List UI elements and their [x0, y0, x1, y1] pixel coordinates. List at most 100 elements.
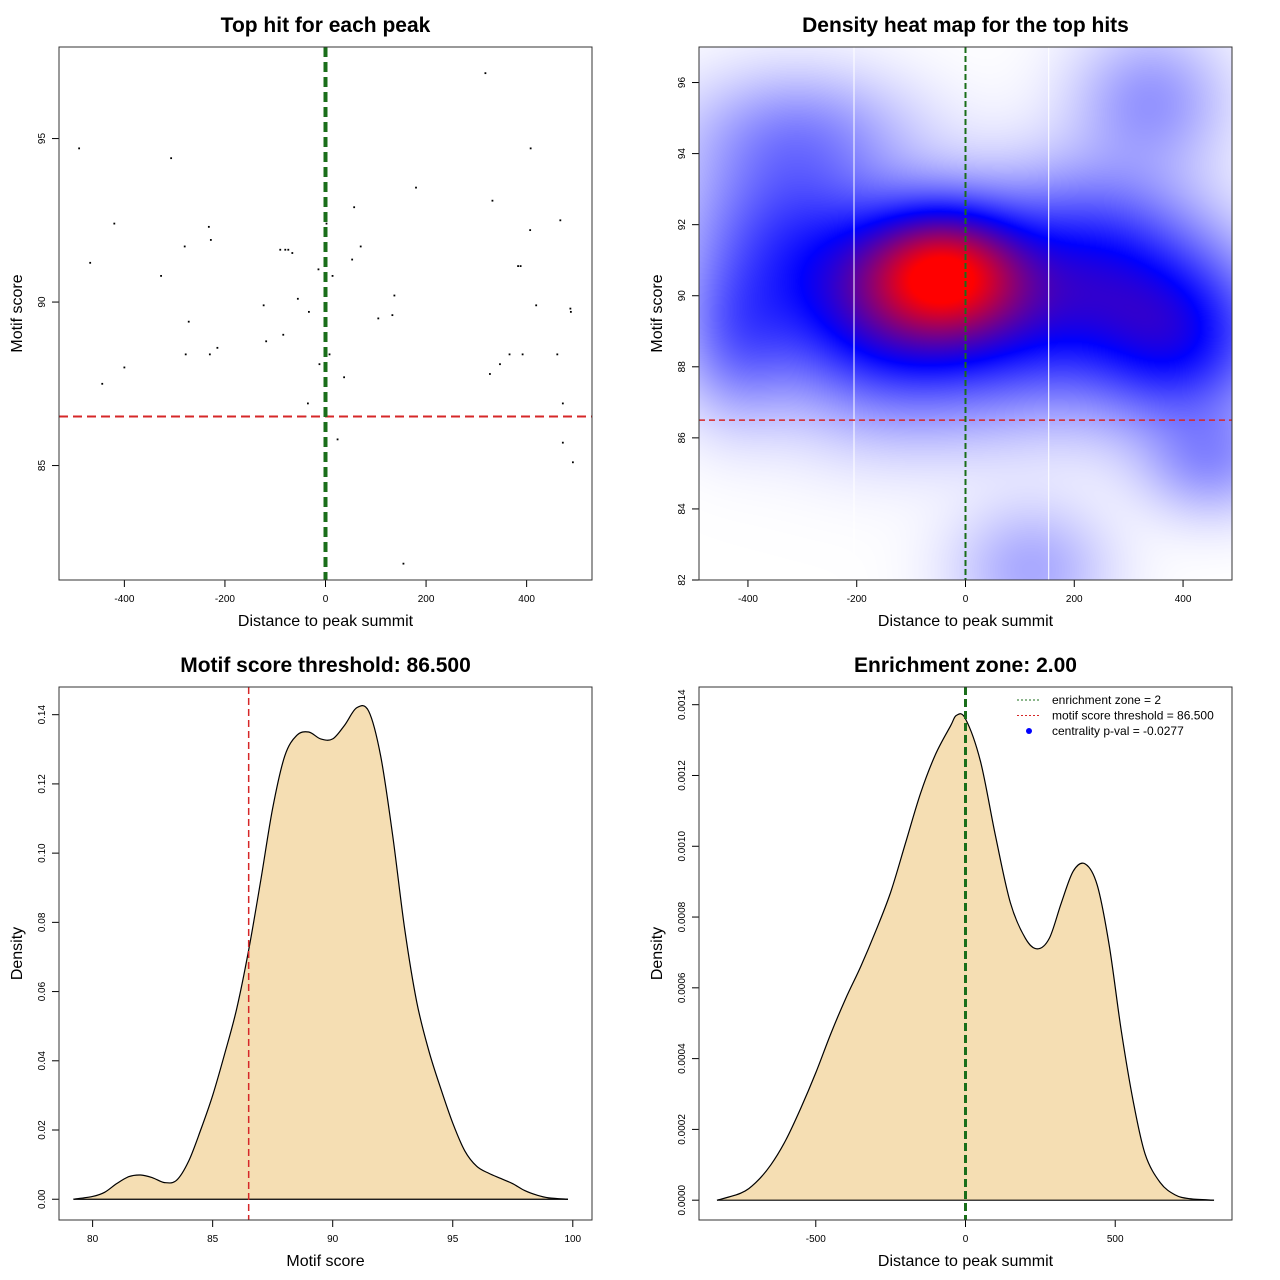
x-tick-label: 0 [963, 1234, 969, 1245]
plot-frame [698, 686, 1233, 1221]
chart-svg: Top hit for each peak Distance to peak su… [9, 14, 593, 630]
y-tick-label: 90 [677, 290, 688, 302]
y-tick-label: 0.0010 [677, 831, 688, 862]
x-tick-label: 95 [447, 1234, 459, 1245]
chart-title: Top hit for each peak [221, 14, 431, 37]
scatter-point [499, 363, 501, 366]
y-tick-label: 82 [677, 574, 688, 586]
scatter-point [284, 248, 287, 251]
chart-svg: Density heat map for the top hits Distanc… [649, 14, 1233, 630]
x-tick-label: -500 [806, 1234, 826, 1245]
x-tick-label: 200 [418, 594, 435, 605]
scatter-point [209, 239, 212, 241]
scatter-point [556, 353, 559, 356]
x-tick-label: 400 [1175, 594, 1192, 605]
x-tick-label: -200 [215, 594, 235, 605]
y-tick-label: 85 [37, 460, 48, 472]
y-tick-label: 84 [677, 503, 688, 515]
x-tick-label: 200 [1066, 594, 1083, 605]
legend-label: motif score threshold = 86.500 [1052, 709, 1214, 723]
scatter-point [521, 353, 524, 356]
y-tick-label: 0.10 [37, 843, 48, 863]
scatter-point [287, 248, 290, 251]
scatter-point [508, 353, 511, 356]
y-tick-label: 0.02 [37, 1120, 48, 1140]
y-axis-label: Motif score [649, 274, 666, 352]
y-tick-label: 0.04 [37, 1051, 48, 1071]
scatter-point [170, 157, 173, 160]
scatter-point [262, 304, 265, 307]
x-tick-label: 400 [518, 594, 535, 605]
scatter-point [208, 353, 211, 356]
y-tick-label: 0.0000 [677, 1184, 688, 1215]
y-tick-label: 86 [677, 432, 688, 444]
y-tick-label: 96 [677, 77, 688, 89]
scatter-point [282, 333, 285, 336]
scatter-point [489, 373, 491, 375]
legend-label: enrichment zone = 2 [1052, 693, 1161, 707]
y-tick-label: 0.12 [37, 774, 48, 794]
scatter-point [491, 199, 494, 202]
x-tick-label: 0 [963, 594, 969, 605]
scatter-point [529, 147, 532, 150]
scatter-point [325, 222, 328, 225]
scatter-point [415, 186, 417, 189]
chart-svg: Enrichment zone: 2.00 Distance to peak su… [649, 654, 1233, 1270]
scatter-point [559, 219, 562, 222]
x-axis-label: Motif score [286, 1253, 364, 1270]
scatter-point [561, 402, 564, 405]
y-tick-label: 0.08 [37, 912, 48, 932]
scatter-panel: Top hit for each peak Distance to peak su… [0, 0, 640, 640]
x-axis-label: Distance to peak summit [878, 1253, 1054, 1270]
heatmap-panel: Density heat map for the top hits Distanc… [640, 0, 1280, 640]
x-tick-label: 0 [323, 594, 329, 605]
y-axis-label: Density [649, 927, 666, 980]
scatter-point [571, 461, 574, 464]
scatter-point [519, 265, 522, 267]
scatter-point [184, 353, 187, 356]
x-tick-label: 80 [87, 1234, 99, 1245]
scatter-point [336, 438, 339, 441]
y-tick-label: 0.00 [37, 1189, 48, 1209]
scatter-point [359, 245, 362, 248]
x-tick-label: 90 [327, 1234, 339, 1245]
scatter-point [291, 252, 294, 254]
scatter-point [317, 268, 320, 271]
x-tick-label: -400 [114, 594, 134, 605]
y-tick-label: 0.06 [37, 981, 48, 1001]
x-tick-label: 500 [1107, 1234, 1124, 1245]
scatter-point [187, 320, 190, 323]
x-tick-label: -400 [738, 594, 758, 605]
y-tick-label: 90 [37, 296, 48, 308]
x-tick-label: -200 [847, 594, 867, 605]
scatter-point [78, 147, 81, 150]
scatter-point [561, 441, 564, 444]
x-axis-label: Distance to peak summit [878, 613, 1054, 630]
y-axis-label: Motif score [9, 274, 26, 352]
scatter-point [89, 261, 92, 264]
scatter-point [343, 376, 346, 379]
scatter-point [207, 225, 210, 228]
scatter-point [113, 222, 116, 225]
x-tick-label: 100 [564, 1234, 581, 1245]
scatter-point [351, 258, 354, 261]
scatter-point [265, 340, 268, 343]
y-tick-label: 94 [677, 148, 688, 160]
chart-title: Density heat map for the top hits [802, 14, 1129, 37]
scatter-point [307, 402, 309, 405]
density-curve [716, 713, 1215, 1201]
density-area [73, 705, 568, 1200]
scatter-point [101, 382, 104, 385]
y-tick-label: 95 [37, 133, 48, 145]
scatter-point [535, 304, 538, 307]
scatter-point [123, 366, 126, 369]
plot-frame [698, 46, 1233, 581]
chart-title: Enrichment zone: 2.00 [854, 654, 1077, 677]
x-axis-label: Distance to peak summit [238, 613, 414, 630]
scatter-point [296, 297, 299, 300]
y-axis-label: Density [9, 927, 26, 980]
density-curve [73, 705, 569, 1200]
y-tick-label: 0.0006 [677, 972, 688, 1003]
scatter-point [569, 310, 572, 313]
y-tick-label: 0.0008 [677, 901, 688, 932]
